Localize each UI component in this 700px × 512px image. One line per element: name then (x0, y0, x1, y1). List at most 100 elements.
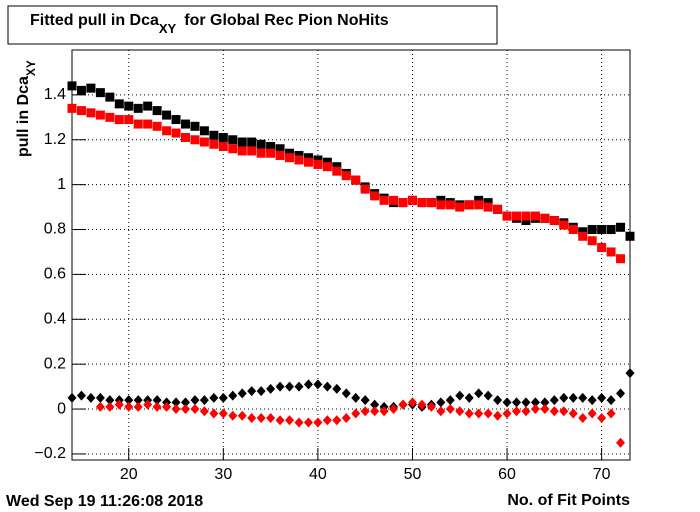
square-marker (237, 137, 247, 147)
square-marker (521, 211, 531, 221)
diamond-marker (625, 368, 635, 379)
square-marker (530, 211, 540, 221)
diamond-marker (436, 397, 446, 408)
square-marker (351, 175, 361, 185)
y-label-main: pull in Dca (15, 76, 32, 157)
y-tick-label: 0 (57, 400, 66, 417)
x-tick-label: 20 (120, 466, 138, 483)
diamond-marker (162, 401, 172, 412)
diamond-marker (474, 408, 484, 419)
plot-frame (71, 49, 631, 461)
y-axis-label: pull in DcaXY (15, 60, 38, 157)
diamond-marker (445, 404, 455, 415)
diamond-marker (218, 392, 228, 403)
diamond-marker (237, 388, 247, 399)
x-tick-label: 30 (214, 466, 232, 483)
diamond-marker (540, 397, 550, 408)
square-marker (218, 141, 228, 151)
diamond-marker (360, 395, 370, 406)
square-marker (76, 85, 86, 95)
diamond-marker (483, 408, 493, 419)
diamond-marker (502, 397, 512, 408)
diamond-marker (199, 395, 209, 406)
square-marker (275, 150, 285, 160)
diamond-marker (455, 406, 465, 417)
square-marker (616, 254, 626, 264)
square-marker (67, 103, 77, 113)
square-marker (76, 106, 86, 116)
diamond-marker (512, 397, 522, 408)
square-marker (133, 103, 143, 113)
square-marker (114, 115, 124, 125)
square-marker (228, 144, 238, 154)
diamond-marker (512, 406, 522, 417)
diamond-marker (606, 408, 616, 419)
square-marker (171, 115, 181, 125)
diamond-marker (436, 406, 446, 417)
square-marker (162, 110, 172, 120)
square-marker (559, 220, 569, 230)
diamond-marker (370, 406, 380, 417)
diamond-marker (398, 399, 408, 410)
square-marker (407, 195, 417, 205)
diamond-marker (389, 404, 399, 415)
diamond-marker (247, 386, 257, 397)
square-marker (455, 202, 465, 212)
square-marker (285, 153, 295, 163)
square-marker (616, 222, 626, 232)
diamond-marker (180, 404, 190, 415)
diamond-marker (275, 415, 285, 426)
square-marker (237, 146, 247, 156)
y-tick-label: 1.2 (44, 131, 66, 148)
square-marker (124, 101, 134, 111)
square-marker (247, 146, 257, 156)
diamond-marker (474, 388, 484, 399)
square-marker (360, 184, 370, 194)
diamond-marker (351, 392, 361, 403)
square-marker (114, 99, 124, 109)
diamond-marker (568, 408, 578, 419)
square-marker (587, 236, 597, 246)
square-marker (180, 133, 190, 143)
diamond-marker (445, 395, 455, 406)
diamond-marker (114, 399, 124, 410)
square-marker (199, 137, 209, 147)
y-tick-label: 0.4 (44, 311, 66, 328)
square-marker (389, 195, 399, 205)
square-marker (625, 231, 635, 241)
square-marker (152, 121, 162, 131)
diamond-marker (247, 413, 257, 424)
square-marker (171, 128, 181, 138)
title-rest: for Global Rec Pion NoHits (184, 12, 389, 29)
diamond-marker (266, 383, 276, 394)
diamond-marker (483, 390, 493, 401)
diamond-marker (502, 408, 512, 419)
diamond-marker (464, 408, 474, 419)
square-marker (502, 211, 512, 221)
diamond-marker (76, 390, 86, 401)
diamond-marker (559, 392, 569, 403)
title-main: Fitted pull in Dca (30, 12, 159, 29)
diamond-marker (540, 404, 550, 415)
diamond-marker (95, 392, 105, 403)
diamond-marker (285, 381, 295, 392)
diamond-marker (549, 406, 559, 417)
square-marker (587, 225, 597, 235)
diamond-marker (294, 381, 304, 392)
square-marker (143, 101, 153, 111)
diamond-marker (568, 392, 578, 403)
diamond-marker (417, 399, 427, 410)
timestamp: Wed Sep 19 11:26:08 2018 (6, 493, 203, 510)
diamond-marker (530, 397, 540, 408)
diamond-marker (190, 404, 200, 415)
square-marker (549, 216, 559, 226)
diamond-marker (190, 395, 200, 406)
diamond-marker (313, 379, 323, 390)
square-marker (95, 110, 105, 120)
square-marker (578, 231, 588, 241)
square-marker (597, 242, 607, 252)
diamond-marker (152, 395, 162, 406)
diamond-marker (597, 392, 607, 403)
square-marker (445, 200, 455, 210)
